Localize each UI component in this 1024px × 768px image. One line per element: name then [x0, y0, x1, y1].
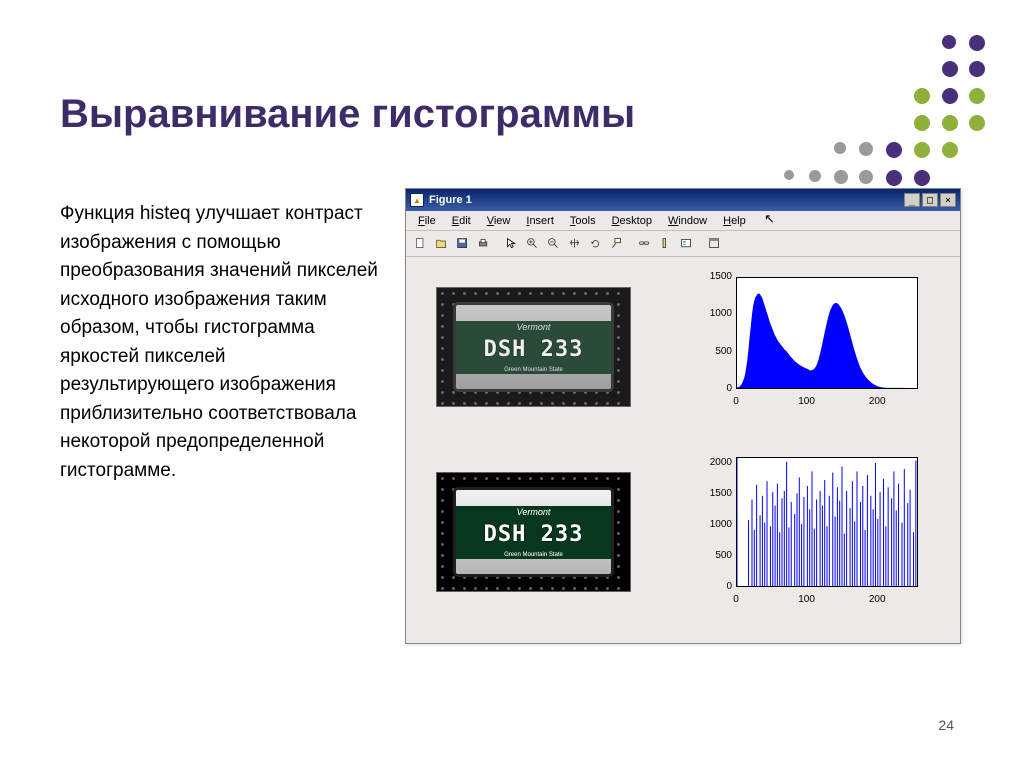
zoom-out-icon[interactable] [543, 234, 563, 254]
insert-legend-icon[interactable] [676, 234, 696, 254]
equalized-image: Vermont DSH 233 Green Mountain State [436, 472, 631, 592]
cursor-icon: ↖ [764, 211, 775, 227]
body-text: Функция histeq улучшает контраст изображ… [60, 200, 380, 485]
menu-edit[interactable]: Edit [444, 214, 479, 228]
original-histogram: 0500100015000100200 [696, 272, 926, 422]
pan-icon[interactable] [564, 234, 584, 254]
menu-file[interactable]: File [410, 214, 444, 228]
rotate-icon[interactable] [585, 234, 605, 254]
matlab-icon: ▲ [410, 193, 424, 207]
slide: Выравнивание гистограммы Функция histeq … [0, 0, 1024, 768]
menu-view[interactable]: View [479, 214, 519, 228]
plate-main-text: DSH 233 [456, 333, 611, 366]
equalized-histogram: 05001000150020000100200 [696, 452, 926, 622]
figure-canvas: Vermont DSH 233 Green Mountain State Ver… [406, 257, 960, 643]
plate-region-bottom: Green Mountain State [456, 366, 611, 374]
menu-insert[interactable]: Insert [518, 214, 562, 228]
menu-desktop[interactable]: Desktop [604, 214, 660, 228]
zoom-in-icon[interactable] [522, 234, 542, 254]
toolbar [406, 231, 960, 257]
page-number: 24 [938, 717, 954, 733]
original-image: Vermont DSH 233 Green Mountain State [436, 287, 631, 407]
datacursor-icon[interactable] [606, 234, 626, 254]
insert-colorbar-icon[interactable] [655, 234, 675, 254]
menubar: FileEditViewInsertToolsDesktopWindowHelp [406, 211, 960, 231]
menu-window[interactable]: Window [660, 214, 715, 228]
save-icon[interactable] [452, 234, 472, 254]
print-icon[interactable] [473, 234, 493, 254]
open-icon[interactable] [431, 234, 451, 254]
maximize-button[interactable]: □ [922, 193, 938, 207]
plate-region-top: Vermont [456, 321, 611, 333]
window-title: Figure 1 [429, 194, 902, 206]
pointer-icon[interactable] [501, 234, 521, 254]
menu-help[interactable]: Help [715, 214, 754, 228]
decoration-dots [784, 25, 994, 195]
slide-title: Выравнивание гистограммы [60, 92, 635, 137]
hide-tools-icon[interactable] [704, 234, 724, 254]
menu-tools[interactable]: Tools [562, 214, 604, 228]
titlebar[interactable]: ▲ Figure 1 _ □ × [406, 189, 960, 211]
new-icon[interactable] [410, 234, 430, 254]
close-button[interactable]: × [940, 193, 956, 207]
minimize-button[interactable]: _ [904, 193, 920, 207]
matlab-figure-window: ▲ Figure 1 _ □ × FileEditViewInsertTools… [405, 188, 961, 644]
link-icon[interactable] [634, 234, 654, 254]
